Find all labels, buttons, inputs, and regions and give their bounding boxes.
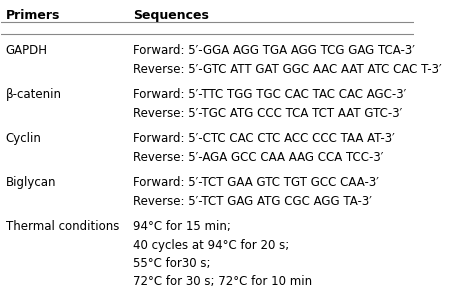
Text: Reverse: 5′-TGC ATG CCC TCA TCT AAT GTC-3′: Reverse: 5′-TGC ATG CCC TCA TCT AAT GTC-…: [133, 106, 402, 120]
Text: Primers: Primers: [6, 9, 60, 22]
Text: Forward: 5′-TTC TGG TGC CAC TAC CAC AGC-3′: Forward: 5′-TTC TGG TGC CAC TAC CAC AGC-…: [133, 88, 407, 101]
Text: Forward: 5′-TCT GAA GTC TGT GCC CAA-3′: Forward: 5′-TCT GAA GTC TGT GCC CAA-3′: [133, 176, 379, 189]
Text: GAPDH: GAPDH: [6, 44, 47, 57]
Text: 72°C for 30 s; 72°C for 10 min: 72°C for 30 s; 72°C for 10 min: [133, 276, 312, 287]
Text: 55°C for30 s;: 55°C for30 s;: [133, 257, 211, 270]
Text: Reverse: 5′-TCT GAG ATG CGC AGG TA-3′: Reverse: 5′-TCT GAG ATG CGC AGG TA-3′: [133, 195, 372, 208]
Text: Biglycan: Biglycan: [6, 176, 56, 189]
Text: Reverse: 5′-AGA GCC CAA AAG CCA TCC-3′: Reverse: 5′-AGA GCC CAA AAG CCA TCC-3′: [133, 151, 384, 164]
Text: β-catenin: β-catenin: [6, 88, 62, 101]
Text: Cyclin: Cyclin: [6, 132, 41, 145]
Text: 40 cycles at 94°C for 20 s;: 40 cycles at 94°C for 20 s;: [133, 239, 290, 252]
Text: Thermal conditions: Thermal conditions: [6, 220, 119, 233]
Text: 94°C for 15 min;: 94°C for 15 min;: [133, 220, 231, 233]
Text: Reverse: 5′-GTC ATT GAT GGC AAC AAT ATC CAC T-3′: Reverse: 5′-GTC ATT GAT GGC AAC AAT ATC …: [133, 63, 442, 75]
Text: Sequences: Sequences: [133, 9, 209, 22]
Text: Forward: 5′-GGA AGG TGA AGG TCG GAG TCA-3′: Forward: 5′-GGA AGG TGA AGG TCG GAG TCA-…: [133, 44, 415, 57]
Text: Forward: 5′-CTC CAC CTC ACC CCC TAA AT-3′: Forward: 5′-CTC CAC CTC ACC CCC TAA AT-3…: [133, 132, 395, 145]
